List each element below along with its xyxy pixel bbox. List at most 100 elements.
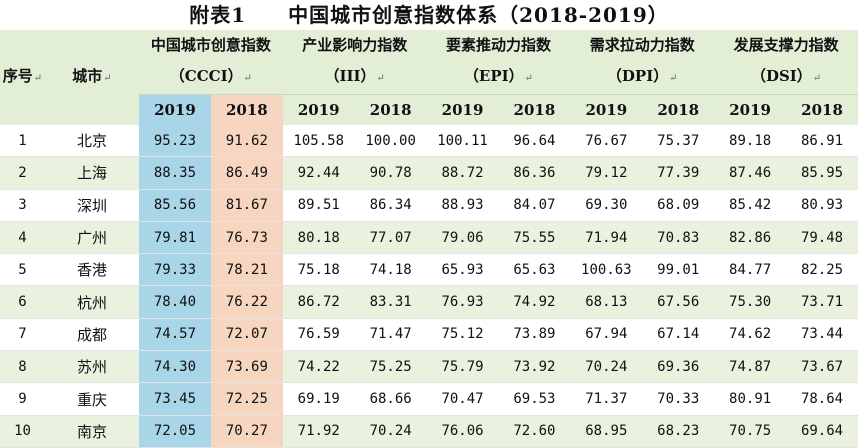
header-city: 城市	[45, 30, 139, 125]
value-cell: 90.78	[354, 156, 427, 190]
value-cell: 74.57	[139, 318, 211, 352]
value-cell: 88.72	[426, 156, 499, 190]
value-cell: 67.14	[642, 318, 715, 352]
value-cell: 85.56	[139, 189, 211, 222]
value-cell: 68.13	[570, 285, 643, 319]
value-cell: 70.33	[642, 382, 715, 416]
value-cell: 84.77	[714, 253, 787, 287]
value-cell: 71.37	[570, 382, 643, 416]
value-cell: 79.81	[139, 221, 211, 255]
value-cell: 80.18	[282, 221, 355, 255]
value-cell: 84.07	[498, 189, 571, 222]
header-year-2019: 2019	[714, 94, 787, 125]
value-cell: 68.95	[570, 415, 643, 448]
row-city: 成都	[45, 318, 139, 352]
row-index: 3	[0, 189, 45, 222]
value-cell: 75.55	[498, 221, 571, 255]
table-row: 3 深圳 85.56 81.67 89.51 86.34 88.93 84.07 69.30 68…	[0, 189, 858, 222]
header-ccci: 中国城市创意指数（CCCI）	[139, 30, 283, 95]
header-year-2018: 2018	[498, 94, 571, 125]
value-cell: 92.44	[282, 156, 355, 190]
value-cell: 69.36	[642, 350, 715, 384]
value-cell: 83.31	[354, 285, 427, 319]
row-index: 8	[0, 350, 45, 384]
header-year-2019: 2019	[426, 94, 499, 125]
value-cell: 80.93	[786, 189, 858, 222]
value-cell: 70.83	[642, 221, 715, 255]
table-row: 2 上海 88.35 86.49 92.44 90.78 88.72 86.36 79.12 77…	[0, 156, 858, 190]
value-cell: 100.63	[570, 253, 643, 287]
value-cell: 73.69	[210, 350, 283, 384]
row-city: 香港	[45, 253, 139, 287]
value-cell: 70.24	[354, 415, 427, 448]
value-cell: 79.12	[570, 156, 643, 190]
header-year-2018: 2018	[210, 94, 283, 125]
value-cell: 75.30	[714, 285, 787, 319]
value-cell: 73.45	[139, 382, 211, 416]
row-index: 6	[0, 285, 45, 319]
value-cell: 73.71	[786, 285, 858, 319]
value-cell: 96.64	[498, 125, 571, 158]
header-iii: 产业影响力指数（III）	[282, 30, 427, 95]
value-cell: 71.94	[570, 221, 643, 255]
value-cell: 77.39	[642, 156, 715, 190]
value-cell: 76.06	[426, 415, 499, 448]
value-cell: 105.58	[282, 125, 355, 158]
value-cell: 74.18	[354, 253, 427, 287]
value-cell: 79.06	[426, 221, 499, 255]
value-cell: 89.51	[282, 189, 355, 222]
value-cell: 86.91	[786, 125, 858, 158]
value-cell: 99.01	[642, 253, 715, 287]
header-dsi: 发展支撑力指数（DSI）	[714, 30, 858, 95]
value-cell: 75.79	[426, 350, 499, 384]
table-row: 7 成都 74.57 72.07 76.59 71.47 75.12 73.89 67.94 67…	[0, 318, 858, 352]
value-cell: 87.46	[714, 156, 787, 190]
value-cell: 86.72	[282, 285, 355, 319]
value-cell: 71.92	[282, 415, 355, 448]
header-dpi: 需求拉动力指数（DPI）	[570, 30, 715, 95]
header-epi: 要素推动力指数（EPI）	[426, 30, 571, 95]
value-cell: 72.07	[210, 318, 283, 352]
value-cell: 70.75	[714, 415, 787, 448]
table-row: 1 北京 95.23 91.62 105.58 100.00 100.11 96.64 76.6…	[0, 125, 858, 158]
value-cell: 76.73	[210, 221, 283, 255]
value-cell: 70.27	[210, 415, 283, 448]
value-cell: 80.91	[714, 382, 787, 416]
value-cell: 73.92	[498, 350, 571, 384]
value-cell: 74.30	[139, 350, 211, 384]
value-cell: 88.35	[139, 156, 211, 190]
row-index: 5	[0, 253, 45, 287]
table-body: 1 北京 95.23 91.62 105.58 100.00 100.11 96.64 76.6…	[0, 125, 858, 448]
value-cell: 72.05	[139, 415, 211, 448]
value-cell: 81.67	[210, 189, 283, 222]
value-cell: 100.00	[354, 125, 427, 158]
table-row: 4 广州 79.81 76.73 80.18 77.07 79.06 75.55 71.94 70…	[0, 221, 858, 255]
row-city: 北京	[45, 125, 139, 158]
value-cell: 76.67	[570, 125, 643, 158]
value-cell: 73.44	[786, 318, 858, 352]
header-year-2018: 2018	[786, 94, 858, 125]
row-city: 上海	[45, 156, 139, 190]
value-cell: 73.89	[498, 318, 571, 352]
table-row: 8 苏州 74.30 73.69 74.22 75.25 75.79 73.92 70.24 69…	[0, 350, 858, 384]
value-cell: 72.60	[498, 415, 571, 448]
value-cell: 88.93	[426, 189, 499, 222]
value-cell: 67.56	[642, 285, 715, 319]
value-cell: 69.64	[786, 415, 858, 448]
header-year-2018: 2018	[642, 94, 715, 125]
row-index: 10	[0, 415, 45, 448]
row-city: 南京	[45, 415, 139, 448]
value-cell: 73.67	[786, 350, 858, 384]
header-year-2019: 2019	[570, 94, 643, 125]
table-header: 序号 城市 中国城市创意指数（CCCI） 产业影响力指数（III） 要素推动力指…	[0, 30, 858, 125]
table-row: 5 香港 79.33 78.21 75.18 74.18 65.93 65.63 100.63 9…	[0, 253, 858, 287]
value-cell: 72.25	[210, 382, 283, 416]
value-cell: 68.09	[642, 189, 715, 222]
value-cell: 86.34	[354, 189, 427, 222]
value-cell: 68.66	[354, 382, 427, 416]
value-cell: 65.63	[498, 253, 571, 287]
row-index: 7	[0, 318, 45, 352]
value-cell: 74.92	[498, 285, 571, 319]
header-year-2018: 2018	[354, 94, 427, 125]
value-cell: 75.37	[642, 125, 715, 158]
